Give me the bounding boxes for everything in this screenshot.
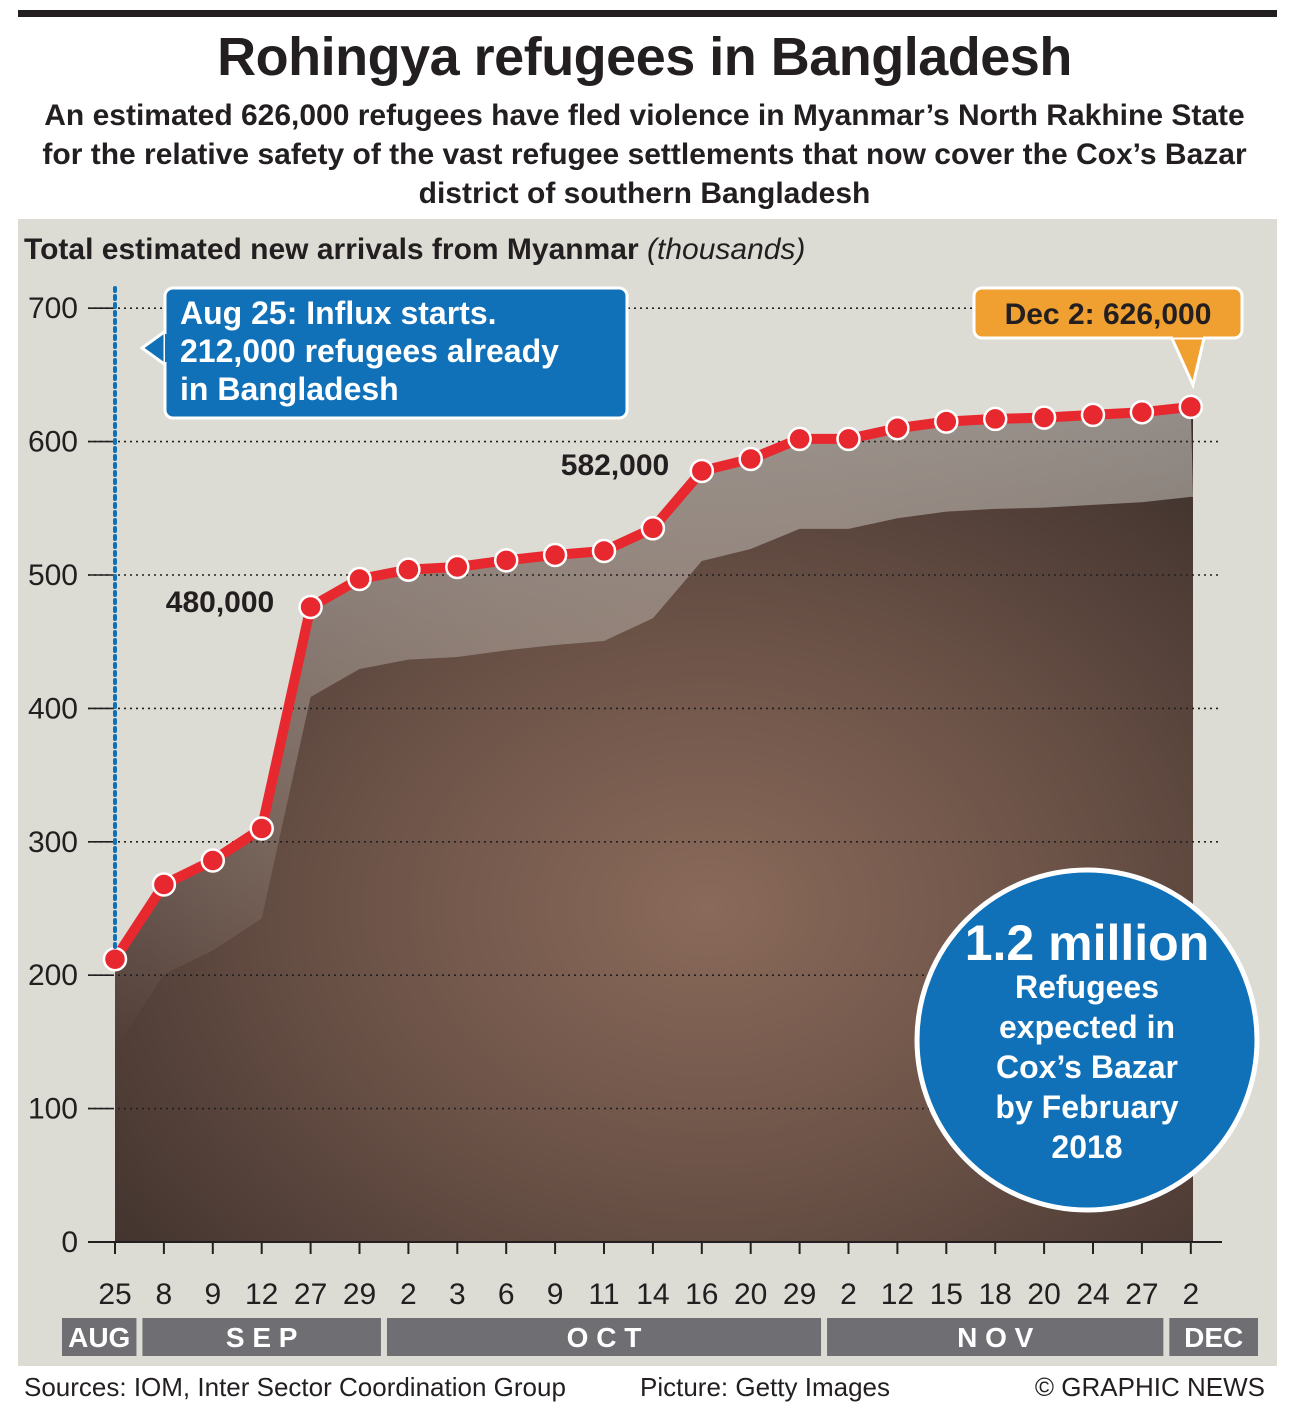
big-stat-line: Refugees xyxy=(1015,969,1159,1005)
y-tick-label: 100 xyxy=(28,1093,78,1126)
start-callout-line: 212,000 refugees already xyxy=(180,333,559,369)
x-tick-label: 2 xyxy=(840,1278,857,1311)
label-582: 582,000 xyxy=(561,449,669,482)
x-tick-label: 2 xyxy=(400,1278,417,1311)
chart-title: Total estimated new arrivals from Myanma… xyxy=(24,233,805,267)
x-tick-label: 14 xyxy=(636,1278,669,1311)
x-tick-label: 6 xyxy=(498,1278,515,1311)
data-point xyxy=(1080,402,1106,428)
x-tick-label: 8 xyxy=(156,1278,173,1311)
y-tick-label: 500 xyxy=(28,559,78,592)
x-tick-label: 27 xyxy=(1125,1278,1158,1311)
data-point xyxy=(934,409,959,434)
label-480: 480,000 xyxy=(166,586,274,619)
x-tick-label: 20 xyxy=(734,1278,767,1311)
month-label: DEC xyxy=(1184,1322,1243,1353)
data-point xyxy=(396,557,421,582)
start-callout-line: in Bangladesh xyxy=(180,371,399,407)
data-point xyxy=(885,416,910,441)
big-stat-line: by February xyxy=(995,1089,1178,1125)
data-point xyxy=(102,946,128,972)
x-tick-label: 16 xyxy=(685,1278,718,1311)
data-point xyxy=(591,538,617,564)
data-point xyxy=(787,426,812,452)
data-point xyxy=(445,554,470,580)
x-tick-label: 3 xyxy=(449,1278,466,1311)
data-point xyxy=(151,872,177,897)
start-callout-line: Aug 25: Influx starts. xyxy=(180,295,497,331)
data-point xyxy=(542,542,568,568)
x-tick-label: 24 xyxy=(1076,1278,1109,1311)
data-point xyxy=(493,548,519,573)
x-tick-label: 29 xyxy=(343,1278,376,1311)
x-tick-label: 20 xyxy=(1027,1278,1060,1311)
x-tick-label: 2 xyxy=(1182,1278,1199,1311)
month-band xyxy=(827,1318,1164,1356)
graphic-news-credit: © GRAPHIC NEWS xyxy=(1034,1372,1265,1402)
data-point xyxy=(836,426,861,452)
end-callout-box xyxy=(972,286,1244,340)
picture-credit: Picture: Getty Images xyxy=(640,1372,890,1402)
end-callout-text: Dec 2: 626,000 xyxy=(1005,298,1212,331)
sources-text: Sources: IOM, Inter Sector Coordination … xyxy=(24,1372,566,1402)
big-stat-number: 1.2 million xyxy=(965,915,1210,971)
y-tick-label: 300 xyxy=(28,826,78,859)
data-point xyxy=(249,816,274,841)
data-point xyxy=(1129,400,1155,425)
data-point xyxy=(738,446,763,472)
chart-unit: (thousands) xyxy=(647,233,806,266)
end-callout-pointer xyxy=(1167,332,1207,390)
x-tick-label: 25 xyxy=(98,1278,131,1311)
top-rule xyxy=(18,10,1277,17)
data-point xyxy=(1178,394,1204,420)
month-band xyxy=(386,1318,822,1356)
y-tick-label: 200 xyxy=(28,959,78,992)
x-tick-label: 18 xyxy=(979,1278,1012,1311)
page-title: Rohingya refugees in Bangladesh xyxy=(217,27,1072,87)
x-tick-label: 12 xyxy=(245,1278,278,1311)
y-tick-label: 700 xyxy=(28,292,78,325)
big-stat-line: expected in xyxy=(999,1009,1175,1045)
x-tick-label: 9 xyxy=(547,1278,564,1311)
data-point xyxy=(689,458,715,484)
big-stat-circle xyxy=(914,867,1260,1213)
data-point xyxy=(982,406,1008,432)
data-point xyxy=(347,566,372,592)
big-stat-line: Cox’s Bazar xyxy=(996,1049,1178,1085)
month-label: O C T xyxy=(567,1322,642,1353)
data-point xyxy=(200,848,226,873)
page-subtitle: An estimated 626,000 refugees have fled … xyxy=(42,99,1247,210)
month-band xyxy=(62,1318,137,1356)
x-tick-label: 15 xyxy=(930,1278,963,1311)
chart-title-text: Total estimated new arrivals from Myanma… xyxy=(24,233,639,266)
y-tick-label: 600 xyxy=(28,426,78,459)
y-tick-label: 400 xyxy=(28,692,78,725)
month-label: S E P xyxy=(226,1322,298,1353)
month-band xyxy=(1169,1318,1258,1356)
x-tick-label: 27 xyxy=(294,1278,327,1311)
month-band xyxy=(142,1318,381,1356)
x-tick-label: 12 xyxy=(881,1278,914,1311)
data-point xyxy=(640,516,666,541)
start-callout-pointer xyxy=(139,327,169,369)
data-point xyxy=(1031,405,1057,430)
x-tick-label: 29 xyxy=(783,1278,816,1311)
big-stat-line: 2018 xyxy=(1051,1129,1122,1165)
month-label: AUG xyxy=(68,1322,130,1353)
y-tick-label: 0 xyxy=(61,1226,78,1259)
month-label: N O V xyxy=(957,1322,1034,1353)
x-tick-label: 9 xyxy=(204,1278,221,1311)
data-point xyxy=(298,594,323,620)
x-tick-label: 11 xyxy=(588,1278,619,1311)
